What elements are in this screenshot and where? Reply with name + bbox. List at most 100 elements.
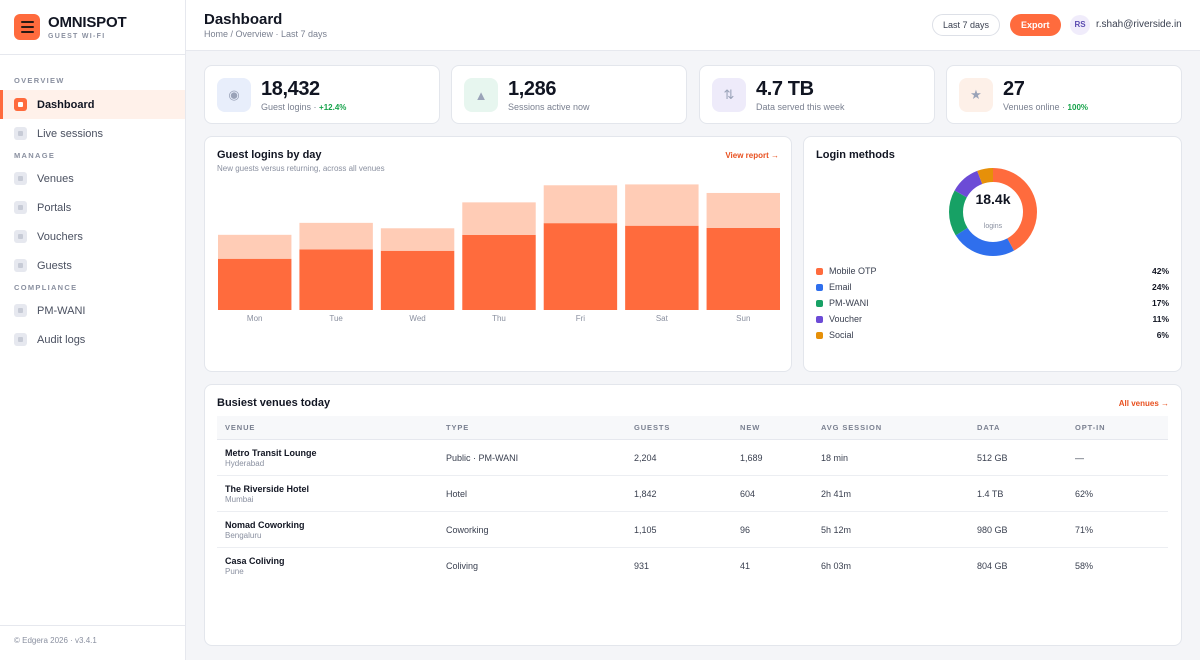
venue-new: 604 (740, 488, 756, 499)
sidebar-item-label: Venues (37, 172, 74, 185)
wifi-icon: ◉ (217, 78, 251, 112)
column-new[interactable]: NEW (740, 423, 761, 432)
stat-card-active-sessions: ▲ 1,286 Sessions active now (451, 65, 687, 124)
venues-title: Busiest venues today (217, 397, 331, 409)
menu-icon[interactable] (14, 14, 40, 40)
brand: OMNISPOT GUEST WI-FI (0, 0, 185, 55)
legend-label: Voucher (829, 314, 863, 324)
stat-label: Venues online · 100% (1003, 102, 1089, 112)
bar-returning-fri[interactable] (543, 185, 618, 224)
donut-slice-social[interactable] (949, 168, 1037, 256)
signal-icon: ▲ (464, 78, 498, 112)
venue-guests: 931 (634, 561, 650, 571)
donut-slice-email[interactable] (949, 168, 1037, 256)
venue-avg-session: 2h 41m (821, 488, 852, 499)
export-button[interactable]: Export (1010, 14, 1061, 36)
column-venue[interactable]: VENUE (225, 423, 256, 432)
x-tick-label: Fri (576, 314, 586, 323)
x-tick-label: Thu (492, 314, 506, 323)
legend-item[interactable]: Social 6% (816, 327, 1169, 343)
bar-returning-sun[interactable] (706, 192, 780, 228)
table-row[interactable]: Nomad Coworking Bengaluru Coworking 1,105… (217, 512, 1168, 548)
legend-percent: 6% (1156, 330, 1169, 340)
donut-slice-pm-wani[interactable] (949, 168, 1037, 256)
bar-returning-tue[interactable] (299, 222, 373, 250)
live-sessions-icon (14, 127, 27, 140)
column-opt-in[interactable]: OPT-IN (1075, 423, 1106, 432)
audit-logs-icon (14, 333, 27, 346)
dashboard-icon (14, 98, 27, 111)
venue-opt-in: 71% (1075, 524, 1094, 535)
sidebar-item-audit-logs[interactable]: Audit logs (0, 325, 185, 354)
donut-hole (964, 183, 1022, 241)
column-avg-session[interactable]: AVG SESSION (821, 423, 883, 432)
stat-delta: 100% (1067, 103, 1089, 112)
bar-new-tue[interactable] (299, 249, 373, 310)
column-data[interactable]: DATA (977, 423, 1001, 432)
legend-item[interactable]: PM-WANI 17% (816, 295, 1169, 311)
table-row[interactable]: The Riverside Hotel Mumbai Hotel 1,842 60… (217, 476, 1168, 512)
venue-type: Hotel (446, 488, 468, 499)
bar-returning-sat[interactable] (625, 184, 699, 226)
venue-name: Metro Transit Lounge (225, 447, 317, 458)
bar-new-mon[interactable] (218, 258, 292, 310)
guests-icon (14, 259, 27, 272)
bar-new-wed[interactable] (380, 250, 455, 310)
sidebar-item-pm-wani[interactable]: PM-WANI (0, 296, 185, 325)
sidebar-item-guests[interactable]: Guests (0, 251, 185, 280)
user-email[interactable]: r.shah@riverside.in (1096, 19, 1182, 30)
bar-new-sun[interactable] (706, 227, 780, 310)
bar-returning-wed[interactable] (380, 228, 455, 251)
stat-label: Data served this week (756, 102, 845, 112)
sidebar-item-venues[interactable]: Venues (0, 164, 185, 193)
nav-section-overview: OVERVIEW (14, 76, 65, 85)
bar-new-thu[interactable] (462, 234, 536, 310)
stat-delta: +12.4% (319, 103, 347, 112)
venue-type: Coworking (446, 524, 489, 535)
venue-avg-session: 6h 03m (821, 561, 852, 571)
bar-returning-mon[interactable] (218, 234, 292, 259)
login-methods-card: Login methods 18.4k logins Mobile OTP 42%… (803, 136, 1182, 372)
legend-swatch (816, 315, 823, 323)
column-type[interactable]: TYPE (446, 423, 470, 432)
vouchers-icon (14, 230, 27, 243)
avatar[interactable]: RS (1070, 15, 1090, 35)
legend-item[interactable]: Mobile OTP 42% (816, 263, 1169, 279)
legend-item[interactable]: Voucher 11% (816, 311, 1169, 327)
sidebar-item-live-sessions[interactable]: Live sessions (0, 119, 185, 148)
nav-section-manage: MANAGE (14, 151, 56, 160)
busiest-venues-card: Busiest venues today All venues → VENUE … (204, 384, 1182, 646)
column-guests[interactable]: GUESTS (634, 423, 671, 432)
sidebar-item-vouchers[interactable]: Vouchers (0, 222, 185, 251)
x-tick-label: Sat (656, 314, 669, 323)
legend-item[interactable]: Email 24% (816, 279, 1169, 295)
page-title: Dashboard (204, 11, 283, 28)
legend-label: PM-WANI (829, 298, 869, 308)
bar-new-fri[interactable] (543, 223, 618, 310)
all-venues-link[interactable]: All venues → (1118, 399, 1169, 408)
guest-logins-card: Guest logins by day New guests versus re… (204, 136, 792, 372)
stat-card-guest-logins: ◉ 18,432 Guest logins · +12.4% (204, 65, 440, 124)
stat-card-data-served: ⇅ 4.7 TB Data served this week (699, 65, 935, 124)
table-row[interactable]: Casa Coliving Pune Coliving 931 41 6h 03m… (217, 548, 1168, 584)
view-report-link[interactable]: View report → (725, 151, 779, 160)
venue-new: 96 (740, 524, 751, 535)
venue-type: Public · PM-WANI (446, 452, 519, 463)
x-tick-label: Sun (736, 314, 750, 323)
bar-returning-thu[interactable] (462, 202, 536, 235)
stat-value: 27 (1003, 78, 1025, 100)
legend-swatch (816, 283, 823, 291)
venue-opt-in: 62% (1075, 488, 1094, 499)
donut-center-value: 18.4k (975, 191, 1011, 207)
table-row[interactable]: Metro Transit Lounge Hyderabad Public · P… (217, 440, 1168, 476)
legend-swatch (816, 267, 823, 275)
date-range-button[interactable]: Last 7 days (932, 14, 1001, 36)
sidebar-item-portals[interactable]: Portals (0, 193, 185, 222)
venue-name: The Riverside Hotel (225, 483, 310, 494)
sidebar-item-label: Dashboard (37, 98, 95, 111)
venue-data: 512 GB (977, 452, 1008, 463)
legend-percent: 17% (1151, 298, 1169, 308)
legend-label: Mobile OTP (829, 266, 877, 276)
bar-new-sat[interactable] (625, 225, 699, 310)
sidebar-item-dashboard[interactable]: Dashboard (0, 90, 185, 119)
